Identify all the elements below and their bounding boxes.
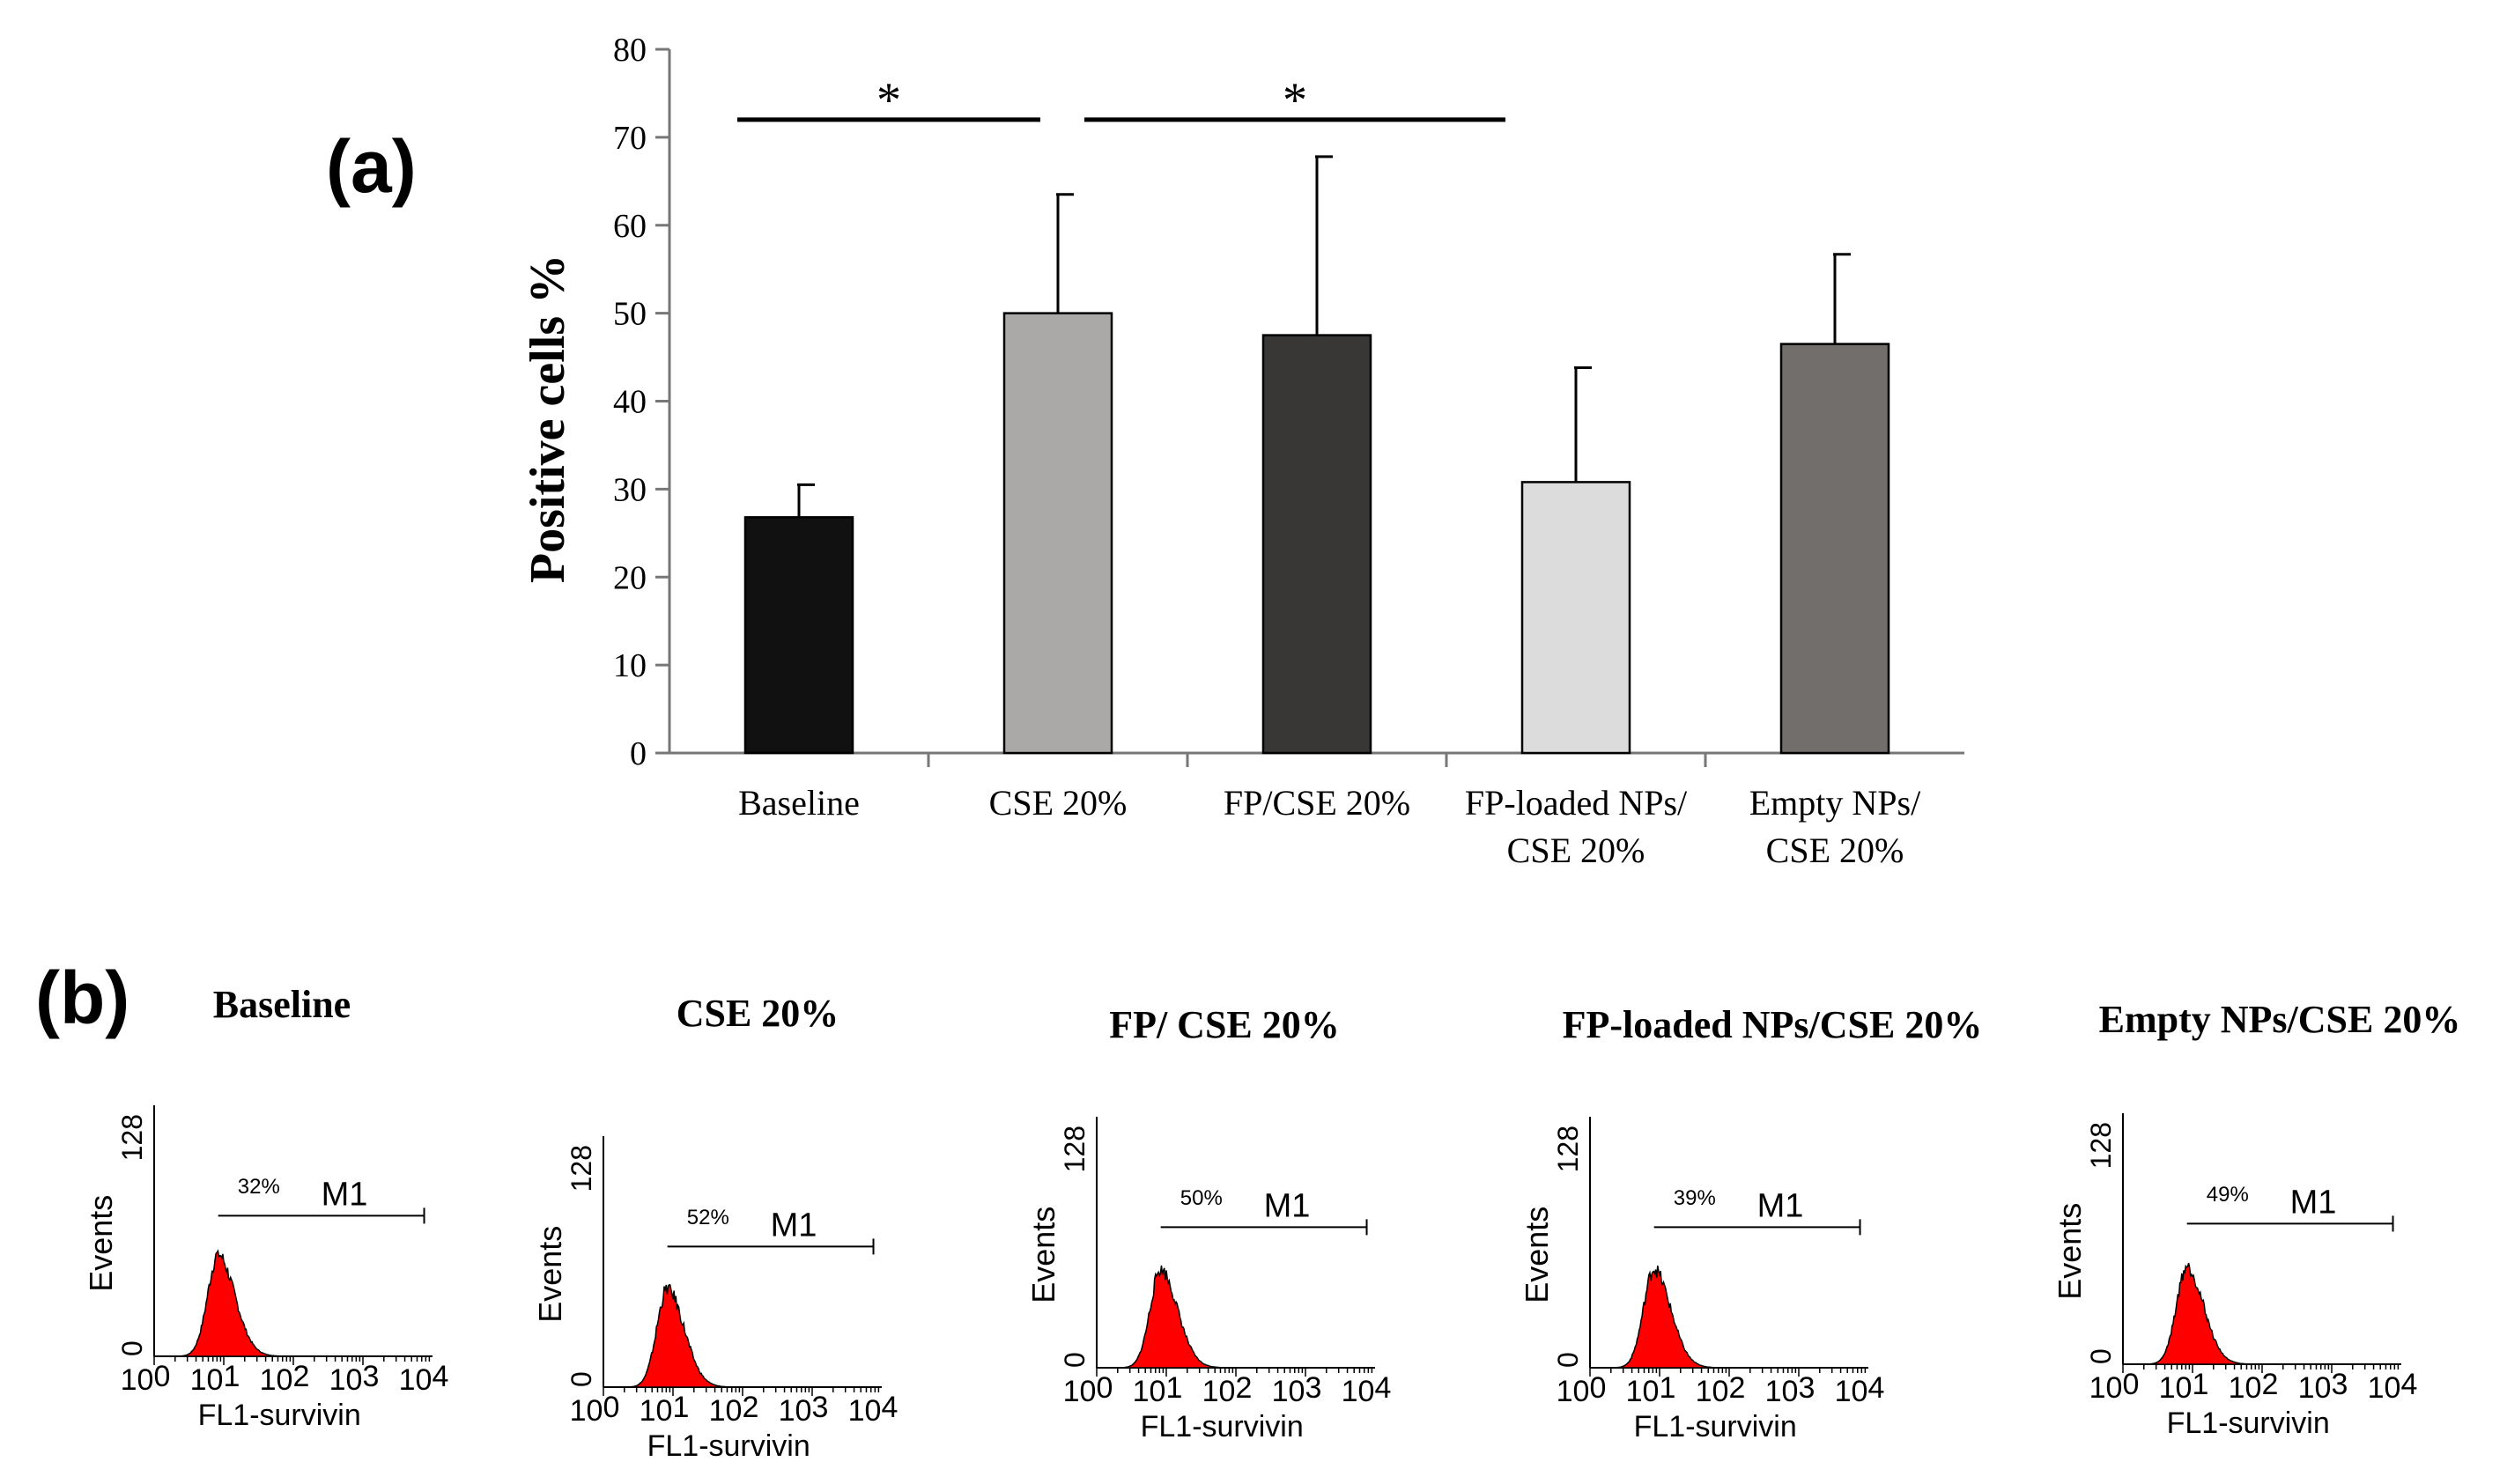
- histogram-x-tick-label: 102: [709, 1391, 759, 1428]
- histogram-x-tick-label: 102: [260, 1360, 310, 1397]
- histogram-x-label: FL1-survivin: [647, 1429, 810, 1463]
- significance-star: *: [876, 73, 901, 128]
- histogram-title: CSE 20%: [677, 992, 839, 1035]
- panel-b-label: (b): [35, 956, 129, 1039]
- histogram-x-tick-label: 104: [1342, 1371, 1392, 1408]
- histogram-x-label: FL1-survivin: [1634, 1410, 1797, 1443]
- histogram-x-tick-label: 103: [1272, 1371, 1322, 1408]
- x-tick-label: CSE 20%: [1507, 831, 1645, 870]
- histogram-x-label: FL1-survivin: [1141, 1410, 1304, 1443]
- y-tick-label: 0: [630, 735, 647, 772]
- histogram-title: FP/ CSE 20%: [1109, 1003, 1340, 1046]
- histogram-panel: FP-loaded NPs/CSE 20% M1 39% 128 0 Events 100 1…: [1519, 1003, 1982, 1443]
- bar: [1261, 334, 1372, 755]
- histogram-x-tick-label: 101: [190, 1360, 240, 1397]
- histogram-panel: CSE 20% M1 52% 128 0 Events 100 101 102 103 104 FL1…: [532, 992, 898, 1463]
- histogram-y-label: Events: [1025, 1207, 1061, 1303]
- bar: [1002, 312, 1113, 755]
- histogram-y-tick-bottom: 0: [116, 1340, 148, 1356]
- histogram-x-tick-label: 103: [2298, 1368, 2348, 1405]
- histogram-x-tick-label: 101: [640, 1391, 690, 1428]
- bar: [1520, 481, 1631, 755]
- marker-label: M1: [1264, 1187, 1311, 1224]
- histogram-x-tick-label: 101: [2159, 1368, 2209, 1405]
- histogram-x-tick-label: 104: [848, 1391, 899, 1428]
- x-tick-label: CSE 20%: [989, 783, 1128, 823]
- histogram-x-tick-label: 104: [2368, 1368, 2418, 1405]
- significance-star: *: [1283, 73, 1307, 128]
- histogram-panel: FP/ CSE 20% M1 50% 128 0 Events 100 101 102 103 10…: [1025, 1003, 1391, 1443]
- histogram-percent: 52%: [687, 1206, 729, 1229]
- histogram-x-tick-label: 102: [1696, 1371, 1746, 1408]
- histogram-x-tick-label: 100: [1063, 1371, 1113, 1408]
- y-tick-label: 60: [613, 208, 647, 245]
- histogram-y-label: Events: [2052, 1203, 2088, 1300]
- histogram-x-tick-label: 101: [1133, 1371, 1183, 1408]
- y-axis-label: Positive cells %: [521, 255, 575, 583]
- histogram-fill: [1102, 1265, 1220, 1369]
- histogram-percent: 49%: [2207, 1183, 2249, 1207]
- histogram-percent: 39%: [1674, 1186, 1716, 1210]
- y-tick-label: 10: [613, 647, 647, 684]
- histogram-y-tick-bottom: 0: [1059, 1352, 1091, 1368]
- histogram-x-tick-label: 100: [121, 1360, 171, 1397]
- histogram-y-tick-bottom: 0: [1552, 1352, 1584, 1368]
- histogram-x-tick-label: 101: [1626, 1371, 1676, 1408]
- y-tick-label: 40: [613, 384, 647, 421]
- histogram-x-tick-label: 104: [1835, 1371, 1885, 1408]
- histogram-x-tick-label: 102: [1202, 1371, 1253, 1408]
- marker-label: M1: [771, 1207, 817, 1244]
- histogram-x-tick-label: 100: [2089, 1368, 2140, 1405]
- y-tick-label: 70: [613, 120, 647, 157]
- histogram-x-tick-label: 100: [1557, 1371, 1607, 1408]
- histogram-y-tick-top: 128: [2085, 1122, 2117, 1169]
- x-tick-label: Baseline: [738, 783, 860, 823]
- x-tick-label: Empty NPs/: [1749, 783, 1921, 823]
- histogram-y-label: Events: [532, 1226, 568, 1323]
- histogram-x-label: FL1-survivin: [198, 1399, 361, 1432]
- y-tick-label: 50: [613, 296, 647, 333]
- histogram-title: Empty NPs/CSE 20%: [2099, 998, 2461, 1041]
- histogram-x-tick-label: 100: [570, 1391, 620, 1428]
- y-tick-label: 30: [613, 471, 647, 508]
- histogram-y-tick-top: 128: [116, 1114, 148, 1161]
- bar-chart: 0 10 20 30 40 50 60 70 80 Baseline CSE 20% FP/CSE 2…: [521, 32, 1964, 870]
- bar: [1779, 343, 1890, 755]
- x-tick-label: FP/CSE 20%: [1224, 783, 1410, 823]
- bar: [743, 516, 854, 755]
- histogram-y-label: Events: [83, 1195, 119, 1292]
- histogram-percent: 32%: [238, 1175, 280, 1199]
- histogram-x-tick-label: 103: [779, 1391, 829, 1428]
- histogram-title: Baseline: [213, 983, 351, 1026]
- histogram-percent: 50%: [1180, 1186, 1223, 1210]
- marker-label: M1: [1757, 1187, 1804, 1224]
- histogram-fill: [609, 1284, 727, 1388]
- histogram-title: FP-loaded NPs/CSE 20%: [1563, 1003, 1983, 1046]
- histogram-x-tick-label: 103: [1765, 1371, 1816, 1408]
- histogram-panels: Baseline M1 32% 128 0 Events 100 101 102 103 104 FL…: [83, 983, 2460, 1463]
- y-tick-label: 20: [613, 559, 647, 596]
- histogram-y-label: Events: [1519, 1207, 1555, 1303]
- x-tick-label: CSE 20%: [1766, 831, 1904, 870]
- marker-label: M1: [322, 1176, 368, 1213]
- panel-a-label: (a): [326, 125, 417, 208]
- histogram-y-tick-bottom: 0: [2085, 1348, 2117, 1364]
- histogram-x-tick-label: 104: [399, 1360, 449, 1397]
- y-tick-label: 80: [613, 32, 647, 69]
- histogram-fill: [2128, 1262, 2246, 1365]
- marker-label: M1: [2290, 1184, 2337, 1221]
- histogram-panel: Empty NPs/CSE 20% M1 49% 128 0 Events 100 101 10…: [2052, 998, 2460, 1440]
- histogram-y-tick-bottom: 0: [566, 1371, 597, 1387]
- histogram-fill: [159, 1249, 277, 1357]
- histogram-fill: [1595, 1265, 1713, 1369]
- histogram-x-tick-label: 103: [329, 1360, 380, 1397]
- x-tick-label: FP-loaded NPs/: [1465, 783, 1688, 823]
- histogram-y-tick-top: 128: [1552, 1126, 1584, 1172]
- histogram-panel: Baseline M1 32% 128 0 Events 100 101 102 103 104 FL…: [83, 983, 448, 1432]
- histogram-x-label: FL1-survivin: [2167, 1406, 2330, 1440]
- histogram-y-tick-top: 128: [566, 1145, 597, 1192]
- histogram-x-tick-label: 102: [2229, 1368, 2279, 1405]
- histogram-y-tick-top: 128: [1059, 1126, 1091, 1172]
